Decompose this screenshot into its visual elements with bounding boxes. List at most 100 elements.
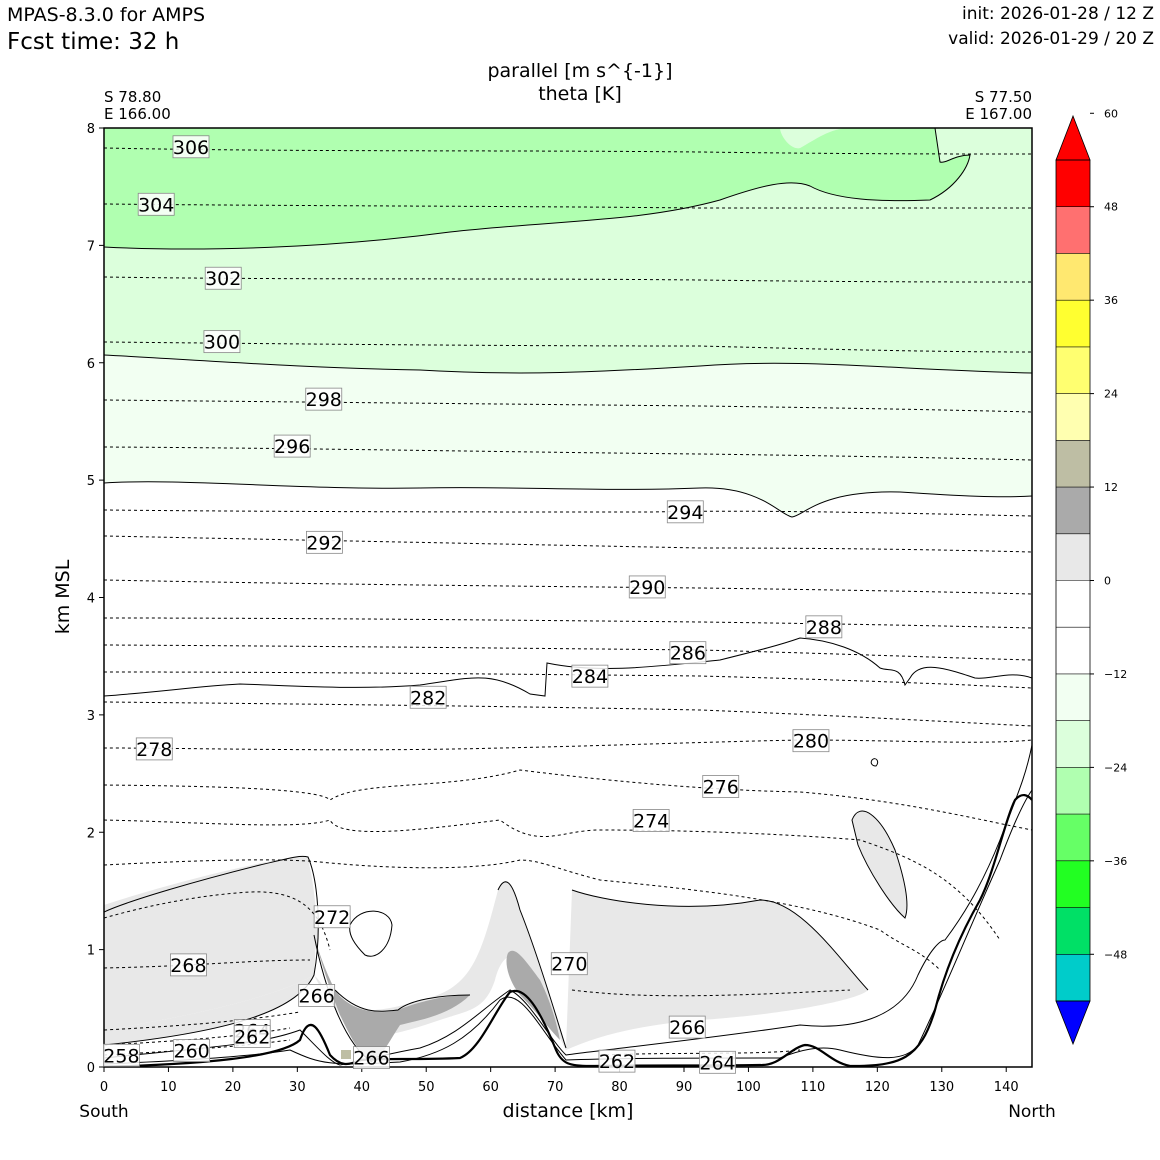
- shade-band-dark-gray-2: [506, 950, 560, 1040]
- theta-label: 274: [633, 811, 669, 833]
- terrain-outline: [104, 794, 1032, 1067]
- chart-title: parallel [m s^{-1}]: [487, 60, 673, 82]
- theta-label: 270: [551, 954, 587, 976]
- colorbar-segment: [1056, 440, 1090, 488]
- y-tick-label: 3: [87, 709, 95, 724]
- colorbar-segment: [1056, 160, 1090, 207]
- colorbar-segment: [1056, 580, 1090, 628]
- theta-label: 260: [174, 1041, 210, 1063]
- theta-label-box: [233, 1025, 271, 1048]
- y-tick-label: 5: [87, 474, 95, 489]
- theta-label: 266: [353, 1048, 389, 1070]
- colorbar-segment: [1056, 673, 1090, 721]
- x-tick-label: 20: [225, 1080, 242, 1095]
- theta-label-box: [628, 575, 666, 599]
- colorbar-segment: [1056, 253, 1090, 301]
- theta-label: 262: [599, 1051, 635, 1073]
- x-tick-label: 0: [100, 1080, 108, 1095]
- colorbar-tick-label: 36: [1104, 294, 1118, 307]
- colorbar-segment: [1056, 393, 1090, 441]
- theta-label: 278: [136, 739, 172, 761]
- x-tick-label: 30: [289, 1080, 306, 1095]
- y-tick-label: 8: [87, 122, 95, 137]
- x-tick-label: 110: [800, 1080, 825, 1095]
- x-tick-label: 100: [736, 1080, 761, 1095]
- theta-label-box: [203, 330, 241, 354]
- y-axis-label: km MSL: [52, 559, 74, 634]
- theta-contour-labels: 306 304 302 300 298 296 294 292 290 288 286 284 282 2…: [103, 135, 843, 1074]
- colorbar-segment: [1056, 533, 1090, 581]
- colorbar-tick-label: 48: [1104, 201, 1118, 214]
- theta-label: 266: [669, 1017, 705, 1039]
- colorbar-over-arrow: [1055, 114, 1091, 161]
- theta-label-box: [409, 685, 447, 709]
- forecast-time: Fcst time: 32 h: [7, 29, 180, 55]
- theta-label: 258: [103, 1045, 139, 1067]
- theta-label: 300: [204, 332, 240, 354]
- colorbar-segment: [1056, 346, 1090, 394]
- theta-label-box: [313, 905, 351, 929]
- theta-label: 268: [170, 955, 206, 977]
- theta-label-box: [550, 952, 588, 976]
- colorbar-tick-label: 60: [1104, 107, 1118, 120]
- colorbar-segment: [1056, 627, 1090, 674]
- colorbar-under-arrow: [1055, 1000, 1091, 1046]
- colorbar-segment: [1056, 860, 1090, 908]
- x-tick-label: 70: [547, 1080, 564, 1095]
- colorbar-tick-label: 24: [1104, 388, 1118, 401]
- model-name: MPAS-8.3.0 for AMPS: [7, 4, 206, 26]
- theta-label-box: [170, 953, 207, 977]
- endpoint-left-lat: S 78.80: [104, 88, 162, 106]
- x-axis: 0 10 20 30 40 50 60 70 80 90 100 110 120 130 140: [100, 1067, 1019, 1095]
- theta-label: 292: [306, 532, 342, 554]
- colorbar-tick-label: −24: [1104, 761, 1127, 774]
- y-tick-label: 1: [87, 944, 95, 959]
- theta-label: 304: [138, 194, 174, 216]
- colorbar-segment: [1056, 814, 1090, 861]
- theta-label-box: [805, 615, 843, 639]
- x-tick-label: 140: [994, 1080, 1019, 1095]
- shade-band-light-gray-left: [104, 856, 316, 1030]
- y-tick-label: 4: [87, 592, 95, 607]
- y-tick-label: 7: [87, 239, 95, 254]
- colorbar-segment: [1056, 487, 1090, 534]
- theta-label-box: [103, 1043, 140, 1067]
- theta-label: 266: [299, 985, 335, 1007]
- shade-band-dark-gray-1: [314, 935, 470, 1062]
- theta-label-box: [702, 775, 740, 798]
- theta-label: 286: [670, 643, 706, 665]
- theta-label-box: [135, 737, 173, 761]
- theta-label: 294: [667, 502, 703, 524]
- colorbar-tick-label: 12: [1104, 481, 1118, 494]
- y-tick-label: 0: [87, 1061, 95, 1076]
- theta-label-box: [353, 1046, 390, 1070]
- colorbar-tick-label: −12: [1104, 668, 1127, 681]
- theta-label: 298: [306, 389, 342, 411]
- x-axis-label: distance [km]: [503, 1100, 634, 1122]
- colorbar-segment: [1056, 767, 1090, 815]
- theta-label-box: [305, 530, 343, 554]
- x-tick-label: 130: [929, 1080, 954, 1095]
- theta-label: 302: [205, 268, 241, 290]
- shade-band-light-gray-right: [852, 811, 907, 918]
- valid-time: valid: 2026-01-29 / 20 Z: [948, 29, 1154, 49]
- theta-label: 276: [703, 776, 739, 798]
- x-tick-label: 120: [865, 1080, 890, 1095]
- x-tick-label: 80: [611, 1080, 628, 1095]
- colorbar-segment: [1056, 300, 1090, 347]
- theta-label-box: [273, 434, 311, 458]
- theta-label-box: [666, 500, 704, 524]
- shade-band-olive-spot: [341, 1050, 351, 1059]
- colorbar-tick-label: −48: [1104, 948, 1127, 961]
- colorbar-segment: [1056, 720, 1090, 768]
- x-left-endpoint-label: South: [79, 1102, 128, 1122]
- chart-subtitle: theta [K]: [538, 83, 622, 105]
- x-tick-label: 10: [160, 1080, 177, 1095]
- x-tick-label: 40: [354, 1080, 371, 1095]
- theta-label: 262: [234, 1026, 270, 1048]
- theta-label-box: [699, 1050, 736, 1074]
- theta-label: 264: [699, 1052, 735, 1074]
- theta-label: 282: [410, 687, 446, 709]
- theta-label: 272: [314, 907, 350, 929]
- colorbar-tick-label: −36: [1104, 855, 1127, 868]
